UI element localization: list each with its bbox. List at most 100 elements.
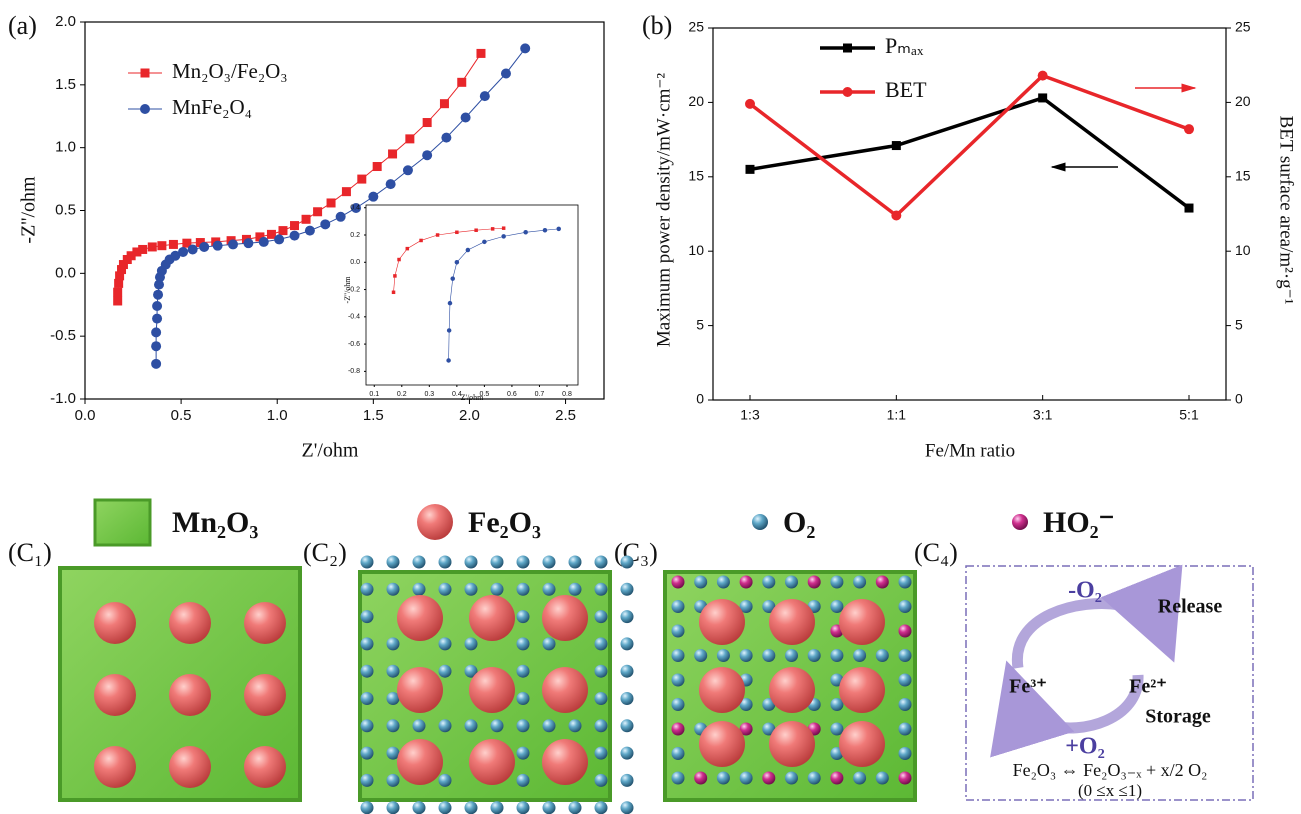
sphere	[568, 719, 582, 733]
sphere	[898, 649, 912, 662]
marker	[500, 68, 511, 79]
sphere	[438, 719, 452, 733]
y-tick-label: 0	[1235, 391, 1243, 407]
sphere	[516, 610, 530, 624]
sphere	[594, 637, 608, 651]
marker	[126, 251, 136, 261]
sphere	[830, 771, 844, 785]
marker	[357, 174, 367, 184]
sphere	[360, 610, 374, 624]
sphere	[620, 719, 634, 733]
sphere	[699, 667, 745, 713]
legend-sphere	[1012, 514, 1028, 530]
sphere	[785, 575, 798, 589]
marker	[385, 179, 396, 190]
marker	[397, 257, 401, 262]
marker	[446, 358, 451, 363]
legend-label: O₂	[783, 506, 815, 539]
series-line	[748, 73, 1190, 218]
sphere	[542, 719, 556, 733]
diagram-legend: Mn₂O₃ Fe₂O₃ O₂ HO₂⁻	[93, 498, 1115, 547]
sphere	[464, 801, 478, 814]
marker	[393, 274, 397, 278]
marker	[341, 187, 351, 197]
fe2: Fe²⁺	[1129, 676, 1167, 698]
sphere	[839, 599, 885, 645]
sphere	[671, 673, 685, 687]
x-tick-label: 3:1	[1033, 407, 1053, 423]
sphere	[594, 773, 608, 787]
x-tick-label: 1:1	[887, 407, 907, 423]
sphere	[620, 773, 634, 787]
sphere	[671, 722, 685, 736]
x-tick-label: 2.0	[459, 407, 480, 424]
chart: 1:3 1:1 3:1 5:1 0 5 10 15 20 25 0 5 10 15 20 25 Pₘₐₓ BET (…	[642, 11, 1297, 461]
marker	[891, 141, 901, 151]
sphere	[671, 698, 685, 711]
marker	[351, 202, 362, 213]
y-tick-label: 10	[1235, 242, 1251, 258]
sphere	[807, 771, 821, 785]
y-tick-label: 1.0	[55, 139, 76, 156]
sphere	[469, 667, 515, 713]
sphere	[386, 773, 400, 787]
marker	[450, 276, 455, 281]
x-tick-label: 2.5	[555, 407, 576, 424]
marker	[178, 246, 189, 257]
marker	[289, 230, 300, 241]
y-axis-label: Maximum power density/mW·cm⁻²	[653, 73, 674, 348]
sphere	[830, 722, 844, 736]
marker	[745, 164, 755, 174]
sphere	[898, 600, 912, 613]
spheres	[94, 555, 912, 814]
marker	[199, 241, 210, 252]
legend-label: Mn₂O₃/Fe₂O₃	[172, 59, 288, 83]
x-tick-label: 0.1	[369, 391, 379, 398]
fe3: Fe³⁺	[1009, 676, 1047, 698]
y-axis-label: -Z''/ohm	[343, 276, 352, 304]
sphere	[360, 582, 374, 596]
sphere	[898, 771, 912, 785]
sphere	[542, 739, 588, 785]
sphere	[568, 801, 582, 814]
y-tick-label: 1.5	[55, 76, 76, 93]
sphere	[360, 555, 374, 569]
sphere	[516, 692, 530, 705]
x-axis-label: Z'/ohm	[461, 393, 485, 402]
marker	[501, 226, 506, 230]
sphere	[542, 555, 556, 569]
sphere	[516, 773, 530, 787]
marker	[147, 242, 157, 252]
sphere	[594, 610, 608, 624]
marker	[170, 250, 181, 261]
marker	[454, 260, 460, 265]
y-tick-label: 15	[1235, 168, 1251, 184]
marker	[274, 234, 285, 245]
sphere	[244, 746, 286, 788]
sphere	[807, 649, 821, 662]
sphere	[464, 719, 478, 733]
sphere	[853, 575, 867, 589]
sphere	[464, 664, 478, 678]
series-line	[393, 227, 504, 293]
legend-label: HO₂⁻	[1043, 506, 1115, 539]
x-tick-label: 5:1	[1179, 407, 1199, 423]
marker	[1038, 93, 1048, 103]
marker	[465, 247, 471, 253]
sphere	[830, 649, 844, 662]
sphere	[386, 801, 400, 814]
marker	[114, 278, 124, 288]
marker	[320, 219, 331, 230]
marker	[313, 207, 323, 217]
sphere	[438, 582, 452, 596]
sphere	[898, 673, 912, 687]
marker	[447, 300, 453, 306]
sphere	[830, 600, 844, 613]
sphere	[516, 637, 530, 651]
marker	[1184, 203, 1194, 213]
marker	[266, 229, 276, 239]
marker	[372, 162, 382, 172]
marker	[422, 118, 432, 128]
marker	[195, 238, 205, 248]
